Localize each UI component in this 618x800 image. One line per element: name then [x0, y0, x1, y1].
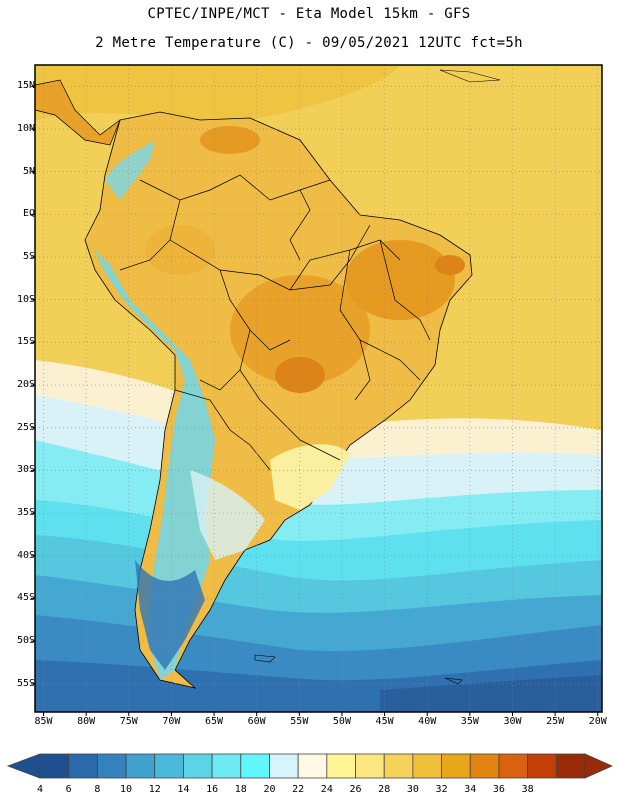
lat-label: 30S [16, 464, 35, 476]
lat-label: 5N [22, 165, 35, 177]
lat-label: 10N [16, 123, 35, 135]
colorbar-segment [383, 753, 414, 779]
colorbar-segment [469, 753, 500, 779]
colorbar-segment [297, 753, 328, 779]
colorbar-segment [355, 753, 385, 779]
colorbar-label: 20 [263, 784, 276, 795]
colorbar-label: 16 [206, 784, 219, 795]
colorbar-label: 36 [492, 784, 505, 795]
lon-label: 20W [588, 716, 607, 727]
lon-label: 35W [460, 716, 479, 727]
grid [35, 65, 602, 712]
lon-label: 40W [418, 716, 437, 727]
lat-label: 45S [16, 592, 35, 604]
title-line-2: 2 Metre Temperature (C) - 09/05/2021 12U… [95, 35, 523, 51]
lat-label: 50S [16, 635, 35, 647]
colorbar-right-arrow [584, 753, 613, 779]
colorbar-label: 38 [521, 784, 534, 795]
colorbar-segment [269, 753, 299, 779]
colorbar-segment [412, 753, 442, 779]
colorbar-segment [441, 753, 471, 779]
colorbar-segment [96, 753, 127, 779]
lat-label: 15S [16, 336, 35, 348]
temperature-field [35, 65, 602, 712]
lon-label: 45W [375, 716, 394, 727]
lon-label: 55W [290, 716, 309, 727]
lon-label: 60W [247, 716, 266, 727]
lon-label: 30W [503, 716, 522, 727]
colorbar-label: 12 [148, 784, 161, 795]
colorbar-label: 4 [36, 784, 44, 795]
lon-label: 65W [205, 716, 224, 727]
colorbar-label: 30 [406, 784, 419, 795]
lat-label: 15N [16, 80, 35, 92]
colorbar-segment [183, 753, 213, 779]
lon-label: 50W [332, 716, 351, 727]
colorbar-segment [125, 753, 156, 779]
lat-label: 10S [16, 293, 35, 305]
colorbar-segment [498, 753, 529, 779]
lat-label: 40S [16, 549, 35, 561]
colorbar-label: 22 [292, 784, 305, 795]
axis-ticks [31, 85, 599, 716]
lat-label: 5S [22, 251, 35, 263]
title-line-1: CPTEC/INPE/MCT - Eta Model 15km - GFS [147, 6, 471, 22]
colorbar-label: 18 [234, 784, 247, 795]
colorbar-label: 26 [349, 784, 362, 795]
colorbar-label: 14 [177, 784, 190, 795]
lon-label: 85W [34, 716, 53, 727]
colorbar-segment [326, 753, 356, 779]
lon-label: 70W [162, 716, 181, 727]
lon-label: 80W [77, 716, 96, 727]
colorbar-segment [68, 753, 98, 779]
colorbar-segment [39, 753, 70, 779]
lon-label: 75W [119, 716, 138, 727]
colorbar-segment [527, 753, 557, 779]
lat-label: 35S [16, 507, 35, 519]
plot-frame [34, 64, 603, 713]
colorbar-label: 24 [320, 784, 333, 795]
lat-label: 25S [16, 421, 35, 433]
colorbar-segment [211, 753, 242, 779]
lon-label: 25W [546, 716, 565, 727]
lat-label: 20S [16, 379, 35, 391]
colorbar-segment [555, 753, 586, 779]
colorbar-left-arrow [6, 753, 41, 779]
colorbar-label: 28 [378, 784, 391, 795]
colorbar [6, 753, 613, 779]
colorbar-label: 10 [120, 784, 133, 795]
colorbar-segment [240, 753, 270, 779]
lat-label: EQ [22, 208, 35, 220]
lat-label: 55S [16, 677, 35, 689]
colorbar-label: 8 [94, 784, 101, 795]
colorbar-label: 34 [464, 784, 477, 795]
colorbar-segment [154, 753, 184, 779]
colorbar-label: 6 [65, 784, 72, 795]
colorbar-label: 32 [435, 784, 448, 795]
